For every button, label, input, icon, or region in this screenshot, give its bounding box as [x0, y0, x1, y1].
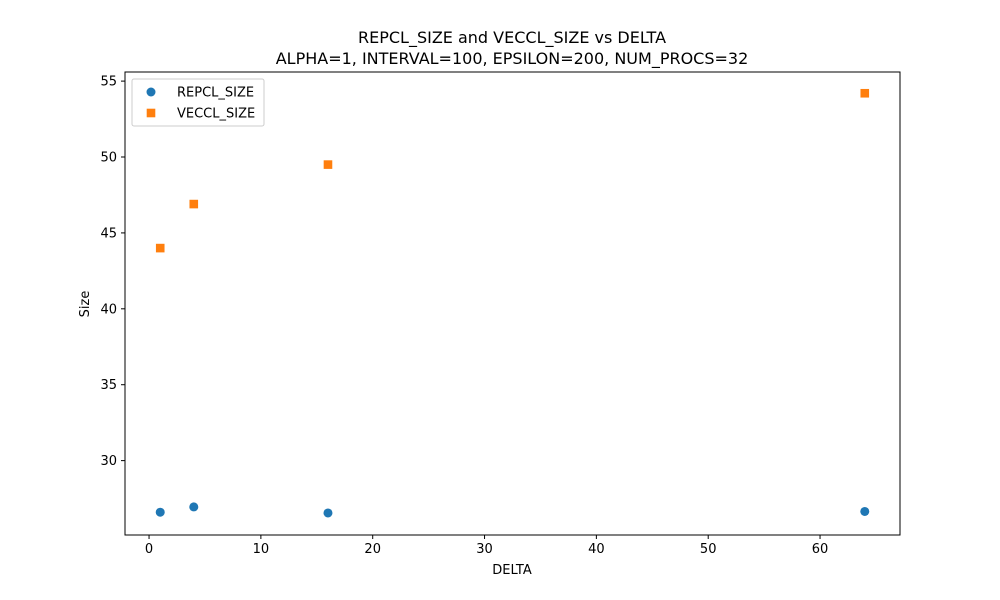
data-point-veccl-size — [323, 160, 333, 169]
legend-label-repcl-size: REPCL_SIZE — [177, 86, 254, 101]
x-axis-label: DELTA — [492, 563, 532, 578]
x-axis: 0 10 20 30 40 50 60 — [145, 535, 828, 557]
y-axis-label: Size — [78, 291, 93, 318]
y-tick-label: 45 — [100, 226, 117, 241]
data-point-repcl-size — [323, 508, 333, 518]
y-tick-label: 40 — [100, 302, 117, 317]
data-point-repcl-size — [155, 507, 165, 517]
x-tick-label: 20 — [364, 542, 381, 557]
legend-marker-repcl-size — [146, 87, 156, 97]
legend-label-veccl-size: VECCL_SIZE — [177, 107, 255, 122]
legend-marker-veccl-size — [146, 108, 156, 118]
x-tick-label: 0 — [145, 542, 153, 557]
data-point-veccl-size — [860, 88, 870, 98]
legend: REPCL_SIZE VECCL_SIZE — [131, 78, 265, 127]
plot-area — [124, 71, 901, 536]
y-tick-label: 35 — [100, 378, 117, 393]
chart-title: REPCL_SIZE and VECCL_SIZE vs DELTA — [358, 28, 666, 48]
chart-subtitle: ALPHA=1, INTERVAL=100, EPSILON=200, NUM_… — [276, 49, 749, 69]
x-tick-label: 30 — [476, 542, 493, 557]
y-tick-label: 55 — [100, 75, 117, 90]
legend-box — [131, 78, 265, 127]
y-axis: 30 35 40 45 50 55 — [100, 75, 125, 469]
data-point-repcl-size — [860, 506, 870, 516]
x-tick-label: 60 — [812, 542, 829, 557]
x-tick-label: 50 — [700, 542, 717, 557]
data-point-veccl-size — [155, 243, 165, 253]
y-tick-label: 50 — [100, 151, 117, 166]
x-tick-label: 40 — [588, 542, 605, 557]
data-points — [155, 88, 870, 518]
data-point-veccl-size — [189, 199, 199, 209]
x-tick-label: 10 — [253, 542, 270, 557]
plot-frame — [124, 71, 901, 536]
y-tick-label: 30 — [100, 454, 117, 469]
data-point-repcl-size — [189, 502, 199, 512]
